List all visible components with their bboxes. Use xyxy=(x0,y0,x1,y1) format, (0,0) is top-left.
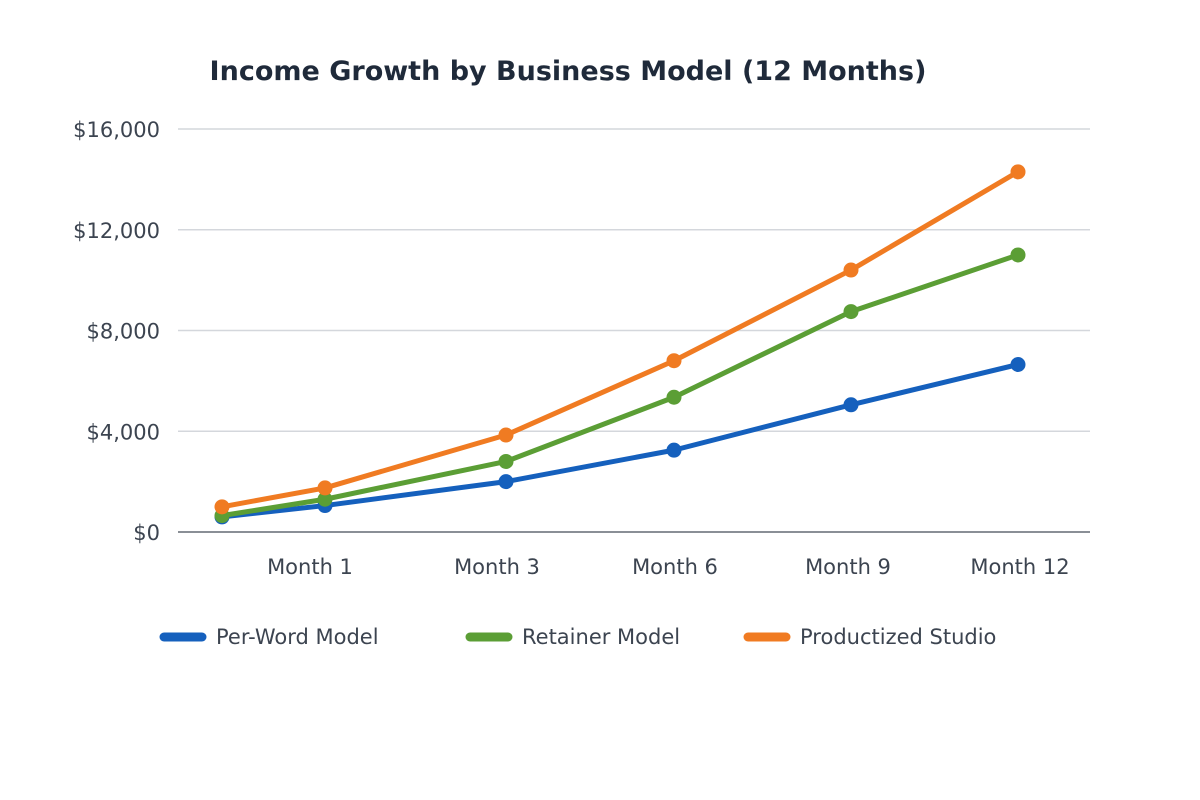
y-tick-label: $16,000 xyxy=(73,118,160,142)
data-point xyxy=(317,491,333,507)
data-point xyxy=(843,304,859,320)
data-point xyxy=(1010,164,1026,180)
series-line xyxy=(221,362,1019,520)
y-tick-label: $8,000 xyxy=(87,320,160,344)
data-point xyxy=(843,262,859,278)
data-point xyxy=(214,499,230,515)
data-point xyxy=(666,442,682,458)
x-tick-label: Month 6 xyxy=(632,555,718,579)
series-per-word-model xyxy=(214,357,1026,525)
legend-label: Per-Word Model xyxy=(216,625,379,649)
data-point xyxy=(666,389,682,405)
data-point xyxy=(843,397,859,413)
x-tick-label: Month 9 xyxy=(805,555,891,579)
legend-label: Retainer Model xyxy=(522,625,680,649)
series-line xyxy=(221,169,1020,510)
data-point xyxy=(1010,247,1026,263)
chart-title: Income Growth by Business Model (12 Mont… xyxy=(210,56,927,87)
legend-item: Retainer Model xyxy=(465,625,680,649)
series-productized-studio xyxy=(214,164,1026,515)
data-point xyxy=(1010,357,1026,373)
legend-label: Productized Studio xyxy=(800,625,996,649)
x-tick-label: Month 3 xyxy=(454,555,540,579)
legend-item: Per-Word Model xyxy=(159,625,379,649)
x-tick-label: Month 1 xyxy=(267,555,353,579)
data-point xyxy=(498,474,514,490)
data-point xyxy=(666,353,682,369)
y-tick-label: $12,000 xyxy=(73,219,160,243)
data-point xyxy=(498,453,514,469)
y-tick-label: $0 xyxy=(133,521,160,545)
x-tick-label: Month 12 xyxy=(970,555,1069,579)
y-tick-label: $4,000 xyxy=(87,420,160,444)
data-point xyxy=(498,427,514,443)
series-line xyxy=(221,252,1019,519)
data-point xyxy=(317,480,333,496)
legend-item: Productized Studio xyxy=(743,625,996,649)
